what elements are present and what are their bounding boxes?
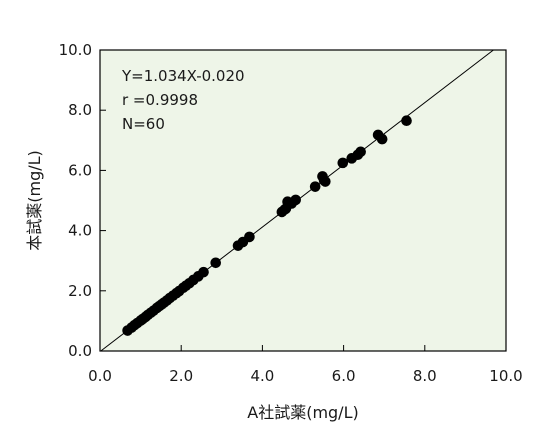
plot-frame [99, 49, 507, 352]
y-tick-label: 2.0 [68, 282, 92, 300]
y-tick-label: 4.0 [68, 222, 92, 240]
axis-ticks: 0.0 0.0 2.0 2.0 4.0 4.0 6.0 6.0 8.0 8.0 10.0 10.0 [59, 41, 523, 385]
stat-annotation: N=60 [122, 115, 165, 133]
stat-annotation: r =0.9998 [122, 91, 198, 109]
regression-line [100, 49, 494, 352]
data-point [320, 176, 331, 187]
x-tick-label: 4.0 [250, 367, 274, 385]
y-tick-label: 8.0 [68, 101, 92, 119]
x-tick-label: 2.0 [169, 367, 193, 385]
y-tick-label: 10.0 [59, 41, 92, 59]
data-point [290, 194, 301, 206]
stats-annotations: Y=1.034X-0.020 r =0.9998 N=60 [121, 67, 245, 133]
data-point [376, 133, 388, 145]
x-tick-label: 0.0 [88, 367, 112, 385]
x-axis-title: A社試薬(mg/L) [247, 403, 358, 422]
y-axis-title: 本試薬(mg/L) [25, 150, 44, 251]
y-tick-label: 6.0 [68, 161, 92, 179]
x-tick-label: 8.0 [413, 367, 437, 385]
data-point [337, 157, 349, 169]
stat-annotation: Y=1.034X-0.020 [121, 67, 245, 85]
x-tick-label: 6.0 [332, 367, 356, 385]
x-tick-label: 10.0 [489, 367, 522, 385]
y-tick-label: 0.0 [68, 342, 92, 360]
